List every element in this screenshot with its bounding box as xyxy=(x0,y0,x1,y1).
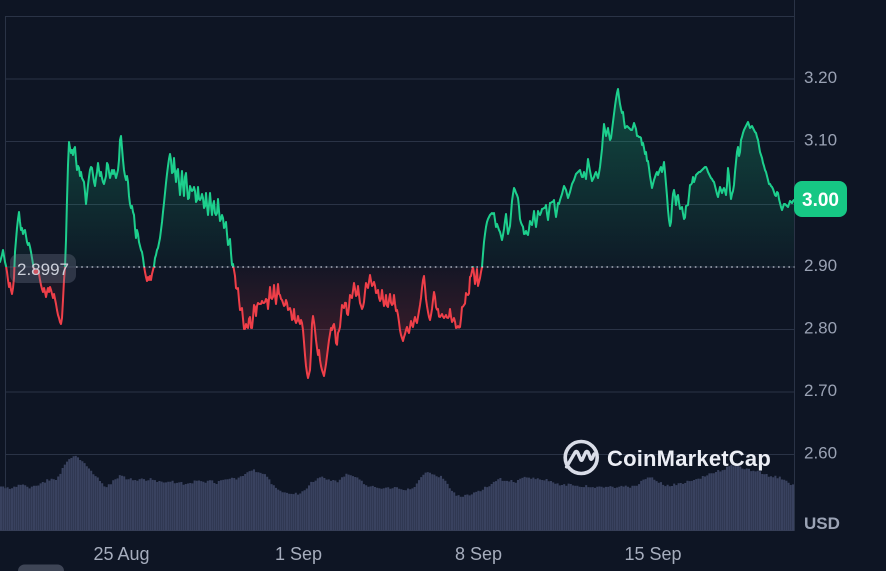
svg-text:3.20: 3.20 xyxy=(804,68,837,87)
svg-text:CoinMarketCap: CoinMarketCap xyxy=(607,446,771,471)
svg-text:25 Aug: 25 Aug xyxy=(93,544,149,564)
svg-text:2.80: 2.80 xyxy=(804,319,837,338)
svg-text:1 Sep: 1 Sep xyxy=(275,544,322,564)
svg-text:2.70: 2.70 xyxy=(804,381,837,400)
svg-text:2.90: 2.90 xyxy=(804,256,837,275)
svg-text:2.60: 2.60 xyxy=(804,444,837,463)
svg-text:USD: USD xyxy=(804,514,840,533)
svg-text:15 Sep: 15 Sep xyxy=(624,544,681,564)
svg-text:2.8997: 2.8997 xyxy=(17,260,69,279)
svg-text:8 Sep: 8 Sep xyxy=(455,544,502,564)
svg-text:3.10: 3.10 xyxy=(804,131,837,150)
svg-text:3.00: 3.00 xyxy=(802,190,839,211)
